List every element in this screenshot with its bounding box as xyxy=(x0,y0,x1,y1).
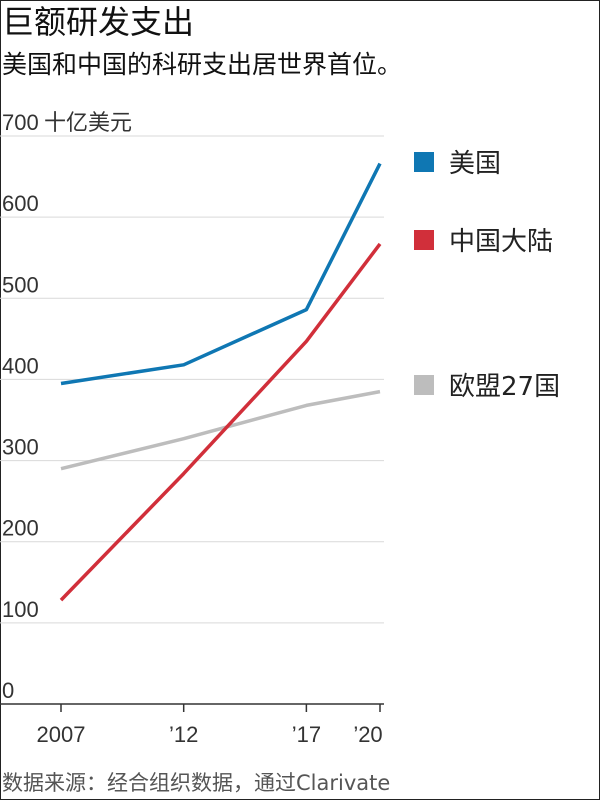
series-line-2 xyxy=(60,389,381,471)
x-axis: 2007 ’12 ’17 ’20 xyxy=(0,703,384,747)
y-tick-label-700: 700 xyxy=(2,110,39,135)
legend-label-0: 美国 xyxy=(449,149,501,179)
y-tick-label-200: 200 xyxy=(2,516,39,541)
legend-label-2: 欧盟27国 xyxy=(449,372,560,402)
y-tick-label-600: 600 xyxy=(2,191,39,216)
series-line-0 xyxy=(60,162,382,386)
gridlines xyxy=(0,135,384,624)
chart-subtitle: 美国和中国的科研支出居世界首位。 xyxy=(2,50,403,79)
series-line-1 xyxy=(59,242,382,602)
x-tick-label-2020: ’20 xyxy=(353,722,382,747)
y-tick-label-300: 300 xyxy=(2,435,39,460)
x-tick-label-2007: 2007 xyxy=(37,722,86,747)
legend-swatch-1 xyxy=(414,230,434,250)
x-tick-label-2012: ’12 xyxy=(169,722,198,747)
series-lines xyxy=(59,162,382,602)
y-tick-label-0: 0 xyxy=(2,678,14,703)
source-note: 数据来源：经合组织数据，通过Clarivate xyxy=(2,771,391,795)
y-tick-label-500: 500 xyxy=(2,272,39,297)
y-unit-label: 十亿美元 xyxy=(44,111,132,136)
y-tick-label-100: 100 xyxy=(2,597,39,622)
y-tick-label-400: 400 xyxy=(2,353,39,378)
chart-title: 巨额研发支出 xyxy=(2,3,195,41)
legend-swatch-2 xyxy=(414,375,434,395)
legend-label-1: 中国大陆 xyxy=(449,227,553,257)
y-tick-labels: 0 100 200 300 400 500 600 700 十亿美元 xyxy=(2,110,132,703)
legend-swatch-0 xyxy=(414,152,434,172)
x-tick-label-2017: ’17 xyxy=(292,722,321,747)
